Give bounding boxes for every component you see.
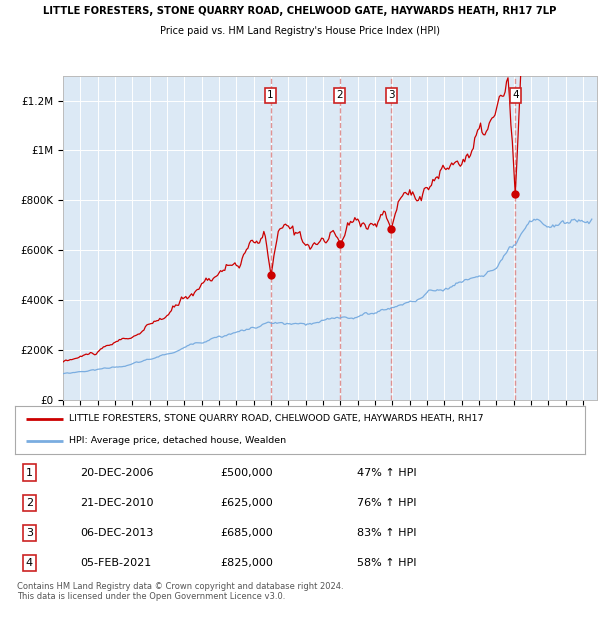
Text: 1: 1 bbox=[26, 467, 33, 477]
Text: 06-DEC-2013: 06-DEC-2013 bbox=[80, 528, 154, 538]
Text: 2: 2 bbox=[337, 91, 343, 100]
Text: Price paid vs. HM Land Registry's House Price Index (HPI): Price paid vs. HM Land Registry's House … bbox=[160, 26, 440, 36]
Text: 3: 3 bbox=[26, 528, 33, 538]
Text: HPI: Average price, detached house, Wealden: HPI: Average price, detached house, Weal… bbox=[69, 436, 286, 445]
Text: 47% ↑ HPI: 47% ↑ HPI bbox=[357, 467, 416, 477]
Text: 20-DEC-2006: 20-DEC-2006 bbox=[80, 467, 154, 477]
Text: 83% ↑ HPI: 83% ↑ HPI bbox=[357, 528, 416, 538]
Text: 2: 2 bbox=[26, 498, 33, 508]
Text: 4: 4 bbox=[512, 91, 518, 100]
Text: £625,000: £625,000 bbox=[220, 498, 273, 508]
Text: LITTLE FORESTERS, STONE QUARRY ROAD, CHELWOOD GATE, HAYWARDS HEATH, RH17: LITTLE FORESTERS, STONE QUARRY ROAD, CHE… bbox=[69, 415, 484, 423]
Text: £500,000: £500,000 bbox=[220, 467, 273, 477]
Text: 21-DEC-2010: 21-DEC-2010 bbox=[80, 498, 154, 508]
Text: 1: 1 bbox=[267, 91, 274, 100]
Text: 3: 3 bbox=[388, 91, 395, 100]
Text: 58% ↑ HPI: 58% ↑ HPI bbox=[357, 558, 416, 568]
Text: Contains HM Land Registry data © Crown copyright and database right 2024.
This d: Contains HM Land Registry data © Crown c… bbox=[17, 582, 343, 601]
Text: £685,000: £685,000 bbox=[220, 528, 273, 538]
Text: 4: 4 bbox=[26, 558, 33, 568]
Text: LITTLE FORESTERS, STONE QUARRY ROAD, CHELWOOD GATE, HAYWARDS HEATH, RH17 7LP: LITTLE FORESTERS, STONE QUARRY ROAD, CHE… bbox=[43, 6, 557, 16]
Text: £825,000: £825,000 bbox=[220, 558, 273, 568]
Text: 05-FEB-2021: 05-FEB-2021 bbox=[80, 558, 152, 568]
Text: 76% ↑ HPI: 76% ↑ HPI bbox=[357, 498, 416, 508]
